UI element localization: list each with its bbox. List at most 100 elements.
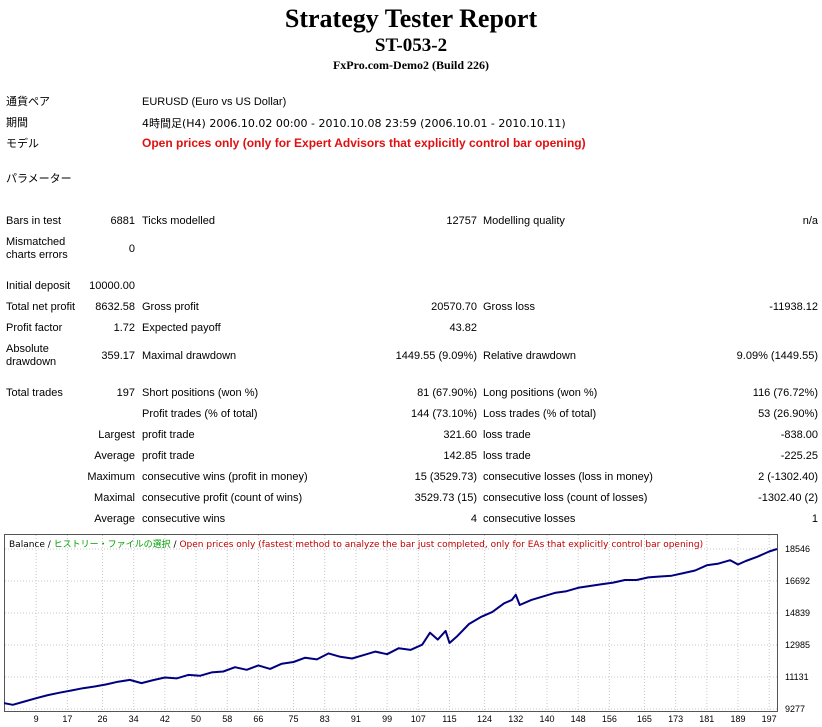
average-consecutive-label: Average	[94, 513, 135, 525]
maximal-consecutive-profit-value: 3529.73 (15)	[414, 492, 477, 504]
x-tick-label: 58	[222, 714, 232, 724]
long-positions-label: Long positions (won %)	[483, 387, 598, 399]
period-label: 期間	[6, 116, 28, 129]
avg-consecutive-wins-label: consecutive wins	[142, 513, 226, 525]
x-tick-label: 99	[382, 714, 392, 724]
ticks-value: 12757	[446, 215, 477, 227]
average-label: Average	[94, 450, 135, 462]
avg-consecutive-losses-value: 1	[811, 513, 818, 525]
gross-loss-value: -11938.12	[769, 301, 818, 313]
profit-trades-value: 144 (73.10%)	[410, 408, 477, 420]
max-consecutive-losses-value: 2 (-1302.40)	[758, 471, 818, 483]
payoff-label: Expected payoff	[142, 322, 221, 334]
report-title: Strategy Tester Report	[284, 4, 538, 33]
balance-chart-svg: 9277 11131 12985 14839 16692 18546 9 17 26 34 42 50…	[4, 534, 810, 724]
largest-loss-label: loss trade	[483, 429, 531, 441]
x-tick-label: 156	[602, 714, 617, 724]
server-info: FxPro.com-Demo2 (Build 226)	[332, 58, 490, 72]
maximal-consecutive-loss-value: -1302.40 (2)	[758, 492, 818, 504]
x-tick-label: 83	[320, 714, 330, 724]
abs-drawdown-label: Absolute drawdown	[6, 343, 57, 368]
y-tick-label: 11131	[785, 672, 809, 682]
balance-chart: 9277 11131 12985 14839 16692 18546 9 17 26 34 42 50…	[4, 534, 822, 727]
maximum-label: Maximum	[87, 471, 135, 483]
x-tick-label: 17	[62, 714, 72, 724]
max-consecutive-wins-label: consecutive wins (profit in money)	[142, 471, 308, 483]
model-label: モデル	[6, 137, 39, 150]
short-positions-value: 81 (67.90%)	[417, 387, 477, 399]
x-tick-label: 115	[442, 714, 456, 724]
bars-value: 6881	[110, 215, 135, 227]
x-tick-label: 91	[351, 714, 361, 724]
x-tick-label: 189	[730, 714, 745, 724]
loss-trades-label: Loss trades (% of total)	[483, 408, 597, 420]
chart-legend: Balance / ヒストリー・ファイルの選択 / Open prices on…	[9, 537, 703, 550]
x-tick-label: 42	[160, 714, 170, 724]
x-tick-label: 165	[637, 714, 652, 724]
x-tick-label: 124	[477, 714, 492, 724]
net-profit-value: 8632.58	[95, 301, 135, 313]
deposit-value: 10000.00	[89, 280, 135, 292]
quality-value: n/a	[802, 215, 818, 227]
x-tick-label: 140	[539, 714, 554, 724]
x-tick-label: 132	[508, 714, 523, 724]
x-tick-label: 107	[411, 714, 426, 724]
long-positions-value: 116 (76.72%)	[752, 387, 818, 399]
x-tick-label: 197	[762, 714, 777, 724]
max-consecutive-losses-label: consecutive losses (loss in money)	[483, 471, 653, 483]
symbol-label: 通貨ペア	[6, 95, 50, 108]
x-tick-label: 75	[289, 714, 299, 724]
x-tick-label: 181	[699, 714, 714, 724]
legend-balance: Balance	[9, 540, 45, 550]
x-tick-label: 26	[97, 714, 107, 724]
bars-label: Bars in test	[6, 215, 62, 227]
total-trades-label: Total trades	[6, 387, 63, 399]
max-consecutive-wins-value: 15 (3529.73)	[414, 471, 477, 483]
report-code: ST-053-2	[374, 35, 448, 56]
gross-loss-label: Gross loss	[483, 301, 535, 313]
y-tick-label: 9277	[785, 704, 805, 714]
profit-factor-value: 1.72	[113, 322, 135, 334]
x-tick-label: 50	[191, 714, 201, 724]
payoff-value: 43.82	[449, 322, 477, 334]
rel-drawdown-value: 9.09% (1449.55)	[736, 350, 818, 362]
average-profit-value: 142.85	[443, 450, 477, 462]
ticks-label: Ticks modelled	[142, 215, 215, 227]
average-loss-value: -225.25	[780, 450, 818, 462]
y-tick-label: 12985	[785, 640, 810, 650]
symbol-value: EURUSD (Euro vs US Dollar)	[142, 96, 287, 108]
legend-note: Open prices only (fastest method to anal…	[179, 540, 704, 550]
x-tick-label: 66	[253, 714, 263, 724]
y-tick-label: 18546	[785, 544, 810, 554]
max-drawdown-value: 1449.55 (9.09%)	[395, 350, 477, 362]
avg-consecutive-losses-label: consecutive losses	[483, 513, 576, 525]
average-profit-label: profit trade	[142, 450, 195, 462]
legend-sep-2: /	[170, 540, 180, 550]
net-profit-label: Total net profit	[6, 301, 76, 313]
balance-series-line	[4, 548, 778, 706]
total-trades-value: 197	[116, 387, 135, 399]
largest-profit-label: profit trade	[142, 429, 195, 441]
profit-factor-label: Profit factor	[6, 322, 63, 334]
largest-loss-value: -838.00	[780, 429, 818, 441]
loss-trades-value: 53 (26.90%)	[758, 408, 818, 420]
x-tick-label: 148	[571, 714, 586, 724]
largest-profit-value: 321.60	[443, 429, 477, 441]
x-tick-label: 9	[34, 714, 39, 724]
y-tick-label: 14839	[785, 608, 810, 618]
abs-drawdown-value: 359.17	[101, 350, 135, 362]
mismatch-value: 0	[128, 243, 135, 255]
mismatch-label: Mismatched charts errors	[6, 236, 68, 261]
legend-history: ヒストリー・ファイルの選択	[53, 540, 171, 550]
gross-profit-value: 20570.70	[431, 301, 477, 313]
period-value: 4時間足(H4) 2006.10.02 00:00 - 2010.10.08 2…	[142, 117, 566, 130]
largest-label: Largest	[98, 429, 135, 441]
short-positions-label: Short positions (won %)	[142, 387, 259, 399]
plot-frame	[4, 534, 778, 712]
grid-layer	[5, 535, 777, 711]
avg-consecutive-wins-value: 4	[470, 513, 477, 525]
deposit-label: Initial deposit	[6, 280, 71, 292]
legend-sep-1: /	[44, 540, 54, 550]
profit-trades-label: Profit trades (% of total)	[142, 408, 258, 420]
y-tick-label: 16692	[785, 576, 810, 586]
